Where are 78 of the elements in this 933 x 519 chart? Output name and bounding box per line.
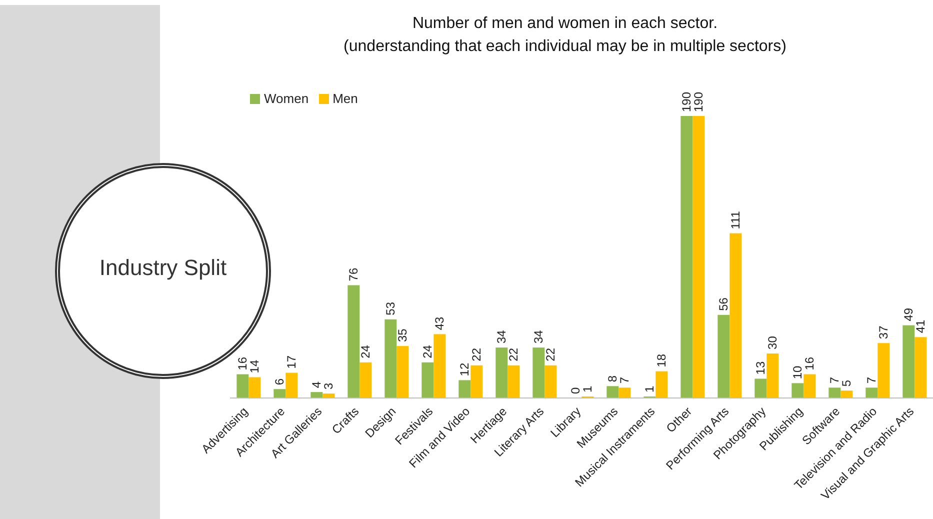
chart-subtitle: (understanding that each individual may be in multiple sectors): [342, 37, 788, 57]
bar: [310, 392, 323, 398]
legend-label: Women: [264, 91, 309, 106]
data-label: 7: [618, 376, 632, 384]
bar: [396, 346, 409, 398]
data-label: 41: [914, 319, 928, 334]
data-label: 30: [766, 336, 780, 350]
bar: [766, 353, 779, 398]
bar: [496, 348, 508, 398]
bar: [544, 365, 557, 398]
bar: [792, 383, 804, 398]
data-label: 1: [580, 386, 595, 393]
data-label: 37: [876, 325, 891, 340]
data-label: 4: [310, 381, 324, 388]
data-label: 13: [754, 361, 768, 375]
data-label: 190: [680, 92, 694, 112]
data-label: 0: [568, 387, 583, 394]
bar: [754, 378, 767, 398]
data-label: 16: [802, 356, 817, 370]
bar: [606, 386, 619, 398]
bar: [866, 388, 878, 398]
data-label: 6: [272, 378, 287, 386]
data-label: 10: [790, 365, 805, 380]
data-label: 5: [840, 380, 854, 387]
data-label: 3: [322, 382, 336, 390]
bar: [360, 362, 372, 398]
data-label: 1: [642, 386, 657, 393]
bar: [680, 116, 693, 398]
chart-title: Number of men and women in each sector.: [411, 14, 719, 34]
bar: [458, 380, 471, 398]
data-label: 22: [470, 348, 484, 362]
bar: [804, 374, 816, 398]
bar: [248, 377, 261, 398]
bar: [236, 374, 249, 398]
bar: [274, 389, 286, 398]
data-label: 17: [284, 355, 299, 369]
data-label: 34: [532, 330, 546, 344]
data-label: 24: [420, 344, 435, 358]
bar: [286, 372, 298, 398]
data-label: 49: [902, 308, 916, 322]
bar: [692, 116, 705, 398]
bar: [718, 314, 730, 398]
data-label: 56: [716, 297, 731, 311]
data-label: 8: [606, 375, 620, 382]
data-label: 16: [236, 356, 250, 370]
data-label: 12: [458, 362, 472, 376]
data-label: 34: [494, 330, 509, 344]
data-label: 190: [692, 92, 706, 112]
bar: [470, 365, 483, 398]
bar: [384, 319, 397, 398]
data-label: 7: [828, 376, 842, 384]
bar: [322, 394, 335, 398]
text: Industry Split: [98, 255, 228, 281]
data-label: 43: [432, 316, 447, 330]
data-label: 18: [654, 354, 669, 368]
data-label: 14: [248, 360, 262, 374]
bar: [914, 337, 927, 398]
data-label: 111: [728, 210, 743, 230]
bar: [348, 285, 360, 398]
bar: [656, 371, 668, 398]
bar: [434, 334, 446, 398]
data-label: 7: [864, 376, 879, 384]
bar: [840, 390, 853, 398]
bar: [878, 343, 890, 398]
data-label: 22: [506, 348, 521, 362]
bar: [730, 233, 742, 398]
bar: [508, 365, 520, 398]
data-label: 53: [384, 302, 398, 316]
bar: [828, 388, 841, 398]
legend-label: Men: [332, 91, 358, 106]
bar: [902, 325, 915, 398]
data-label: 76: [346, 268, 361, 282]
data-label: 35: [396, 328, 410, 342]
bar: [618, 388, 631, 398]
data-label: 24: [358, 344, 373, 358]
data-label: 22: [544, 348, 558, 362]
bar: [422, 362, 434, 398]
bar: [532, 348, 545, 398]
